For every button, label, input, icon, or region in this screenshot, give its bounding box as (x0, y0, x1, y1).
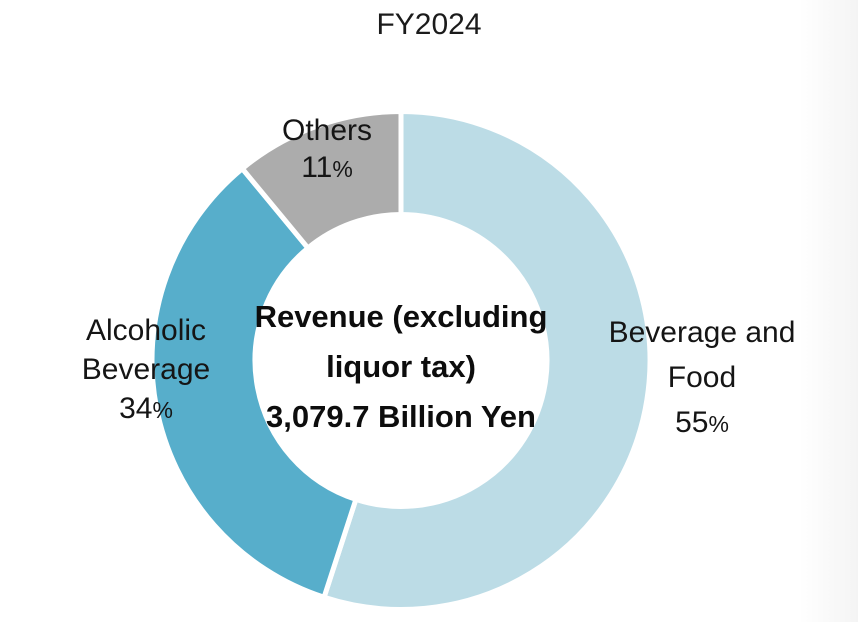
slice-label-bevfood-value: 55% (675, 406, 729, 439)
percent-sign: % (332, 156, 353, 182)
slice-label-others: Others 11% (227, 112, 427, 188)
slice-label-alcoholic-line1: Alcoholic (85, 314, 207, 347)
slice-label-alcoholic-value: 34% (119, 392, 173, 425)
center-label-line1: Revenue (excluding (254, 299, 548, 334)
center-label-line2: liquor tax) (326, 349, 476, 384)
slice-label-others-name: Others (281, 114, 373, 147)
slice-alcoholic-beverage (149, 166, 359, 600)
chart-title: FY2024 (376, 8, 482, 41)
center-label-line3: 3,079.7 Billion Yen (266, 399, 536, 434)
slice-others (239, 109, 404, 251)
slice-label-beverage-and-food: Beverage and Food 55% (572, 310, 832, 447)
slice-label-alcoholic-beverage: Alcoholic Beverage 34% (36, 311, 256, 430)
slice-label-others-value: 11% (301, 151, 353, 184)
donut-center-label: Revenue (excluding liquor tax) 3,079.7 B… (231, 292, 571, 442)
slice-label-bevfood-line1: Beverage and (608, 316, 796, 349)
slice-beverage-and-food (321, 109, 653, 612)
slice-label-bevfood-line2: Food (667, 361, 737, 394)
percent-sign: % (152, 397, 173, 423)
percent-sign: % (708, 411, 729, 437)
slice-label-alcoholic-line2: Beverage (81, 353, 211, 386)
